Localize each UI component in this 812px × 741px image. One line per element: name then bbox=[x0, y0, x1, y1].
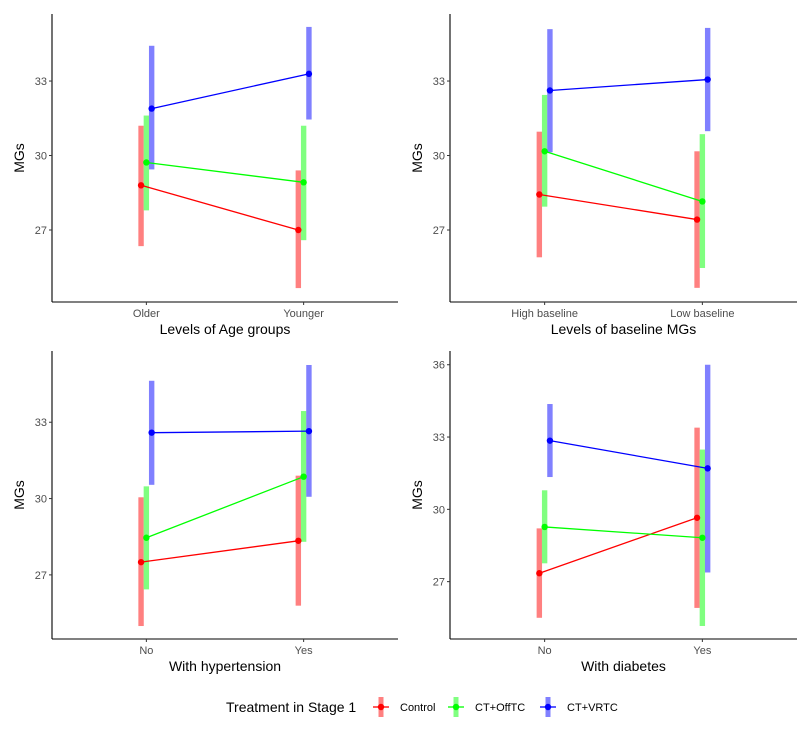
y-tick-label: 27 bbox=[35, 225, 47, 237]
y-axis-title: MGs bbox=[409, 480, 425, 510]
data-point-ctofftc bbox=[300, 473, 307, 480]
y-tick-label: 33 bbox=[35, 417, 47, 429]
y-tick-label: 27 bbox=[433, 577, 445, 589]
data-point-ctvrtc bbox=[704, 465, 711, 472]
y-tick-label: 30 bbox=[35, 151, 47, 163]
y-axis-title: MGs bbox=[409, 143, 425, 173]
series-line-ctvrtc bbox=[549, 440, 708, 470]
data-point-ctofftc bbox=[300, 179, 307, 186]
y-tick-label: 33 bbox=[35, 76, 47, 88]
series-line-control bbox=[539, 193, 698, 221]
data-point-control bbox=[295, 537, 302, 544]
data-point-ctofftc bbox=[541, 523, 548, 531]
series-line-ctofftc bbox=[146, 476, 304, 539]
panel-4: 27 30 33 36 No Yes With diabetes MGs bbox=[409, 351, 797, 674]
x-tick-label: Yes bbox=[295, 645, 313, 657]
panel-3: 27 30 33 No Yes With hypertension MGs bbox=[11, 351, 398, 674]
series-line-ctvrtc bbox=[549, 78, 708, 92]
data-point-control bbox=[137, 182, 145, 189]
x-tick-label: Older bbox=[133, 308, 160, 320]
data-point-ctofftc bbox=[143, 534, 150, 541]
y-tick-label: 33 bbox=[433, 432, 445, 444]
y-tick-label: 30 bbox=[433, 504, 445, 516]
legend-key-point bbox=[377, 703, 385, 711]
data-point-ctofftc bbox=[699, 534, 706, 541]
x-tick-label: High baseline bbox=[511, 308, 578, 320]
legend-key-point bbox=[544, 703, 552, 711]
y-tick-label: 30 bbox=[433, 151, 445, 163]
data-point-ctvrtc bbox=[305, 427, 313, 435]
data-point-control bbox=[536, 570, 543, 577]
legend-label: CT+VRTC bbox=[567, 702, 618, 714]
series-line-control bbox=[539, 517, 698, 574]
data-point-ctvrtc bbox=[546, 87, 554, 94]
data-point-ctofftc bbox=[143, 159, 150, 166]
data-point-control bbox=[295, 226, 302, 234]
y-tick-label: 27 bbox=[433, 225, 445, 237]
x-tick-label: No bbox=[139, 645, 153, 657]
series-line-ctofftc bbox=[544, 150, 703, 203]
data-point-control bbox=[693, 514, 701, 521]
data-point-control bbox=[693, 216, 701, 223]
legend-label: CT+OffTC bbox=[475, 702, 525, 714]
series-line-ctofftc bbox=[544, 526, 703, 539]
series-line-ctvrtc bbox=[151, 430, 309, 434]
y-axis-title: MGs bbox=[11, 480, 27, 510]
y-tick-label: 30 bbox=[35, 494, 47, 506]
legend-title: Treatment in Stage 1 bbox=[226, 699, 356, 715]
x-axis-title: Levels of Age groups bbox=[160, 321, 291, 337]
legend-item-ctofftc: CT+OffTC bbox=[448, 697, 525, 717]
legend-item-ctvrtc: CT+VRTC bbox=[540, 697, 618, 717]
y-tick-label: 33 bbox=[433, 76, 445, 88]
x-tick-label: Younger bbox=[283, 308, 324, 320]
y-axis-title: MGs bbox=[11, 143, 27, 173]
data-point-ctvrtc bbox=[148, 429, 155, 436]
legend-item-control: Control bbox=[373, 697, 435, 717]
series-line-ctvrtc bbox=[151, 73, 310, 110]
data-point-ctvrtc bbox=[148, 105, 155, 112]
y-tick-label: 27 bbox=[35, 570, 47, 582]
data-point-ctvrtc bbox=[704, 76, 711, 83]
series-line-ctofftc bbox=[146, 161, 304, 183]
x-tick-label: No bbox=[538, 645, 552, 657]
data-point-ctvrtc bbox=[305, 70, 313, 78]
legend-key-point bbox=[452, 703, 460, 711]
legend: Treatment in Stage 1 Control CT+OffTC CT+VR… bbox=[226, 697, 618, 717]
x-tick-label: Low baseline bbox=[670, 308, 734, 320]
data-point-ctvrtc bbox=[546, 437, 554, 444]
data-point-ctofftc bbox=[541, 148, 548, 155]
x-axis-title: With hypertension bbox=[169, 658, 281, 674]
data-point-control bbox=[137, 558, 145, 566]
y-tick-label: 36 bbox=[433, 360, 445, 372]
data-point-ctofftc bbox=[699, 198, 706, 205]
x-tick-label: Yes bbox=[693, 645, 711, 657]
series-line-control bbox=[140, 184, 299, 231]
x-axis-title: With diabetes bbox=[581, 658, 666, 674]
legend-label: Control bbox=[400, 702, 435, 714]
series-line-control bbox=[140, 540, 299, 563]
data-point-control bbox=[536, 191, 543, 198]
x-axis-title: Levels of baseline MGs bbox=[551, 321, 697, 337]
